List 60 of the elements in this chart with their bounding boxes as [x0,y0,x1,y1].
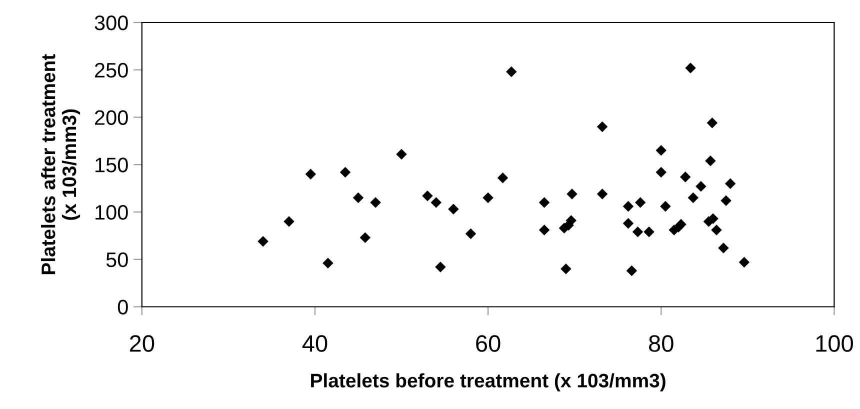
point [566,215,577,226]
x-tick-label: 40 [302,335,328,352]
y-tick-label: 100 [96,205,128,220]
x-tick-label: 60 [476,335,500,352]
y-tick-label: 0 [118,300,128,315]
point [696,181,706,192]
point [422,190,433,202]
point [497,172,508,184]
point [560,263,572,274]
point [660,200,671,212]
point [685,62,696,74]
y-tick-label: 50 [106,252,128,268]
point [352,192,364,204]
point [711,224,722,236]
point [626,265,638,276]
y-tick-label: 200 [95,110,128,125]
point [360,232,371,243]
point [322,258,334,269]
point [622,200,634,212]
point [688,192,699,204]
point [430,197,442,208]
point [622,218,634,229]
y-tick-label: 300 [94,15,128,30]
y-axis-title: Platelets after treatment (x 103/mm3) [40,54,80,274]
y-tick-label: 150 [96,158,128,172]
point [538,224,550,236]
point [538,197,550,208]
point [720,195,732,206]
x-axis-title: Platelets before treatment (x 103/mm3) [311,373,666,392]
point [284,216,294,227]
point [396,148,407,160]
point [596,121,608,132]
point [506,66,517,78]
x-tick-label: 20 [130,335,154,352]
point [465,228,476,240]
point [705,155,716,166]
point [634,197,646,208]
point [708,213,718,224]
point [706,118,718,128]
point [370,197,381,208]
point [680,172,691,182]
point [258,236,268,247]
x-tick-label: 100 [816,335,853,352]
point [676,218,686,230]
point [632,226,644,238]
point [724,178,736,189]
point [435,262,446,272]
point [448,204,459,215]
point [596,188,608,200]
x-tick-label: 80 [649,335,674,352]
point [656,145,667,156]
point [340,166,351,178]
y-tick-label: 250 [95,62,128,78]
point [656,166,667,178]
point [738,256,750,268]
point [718,242,729,254]
point [305,168,316,180]
point [482,192,494,204]
point [644,226,654,238]
point [566,188,578,200]
